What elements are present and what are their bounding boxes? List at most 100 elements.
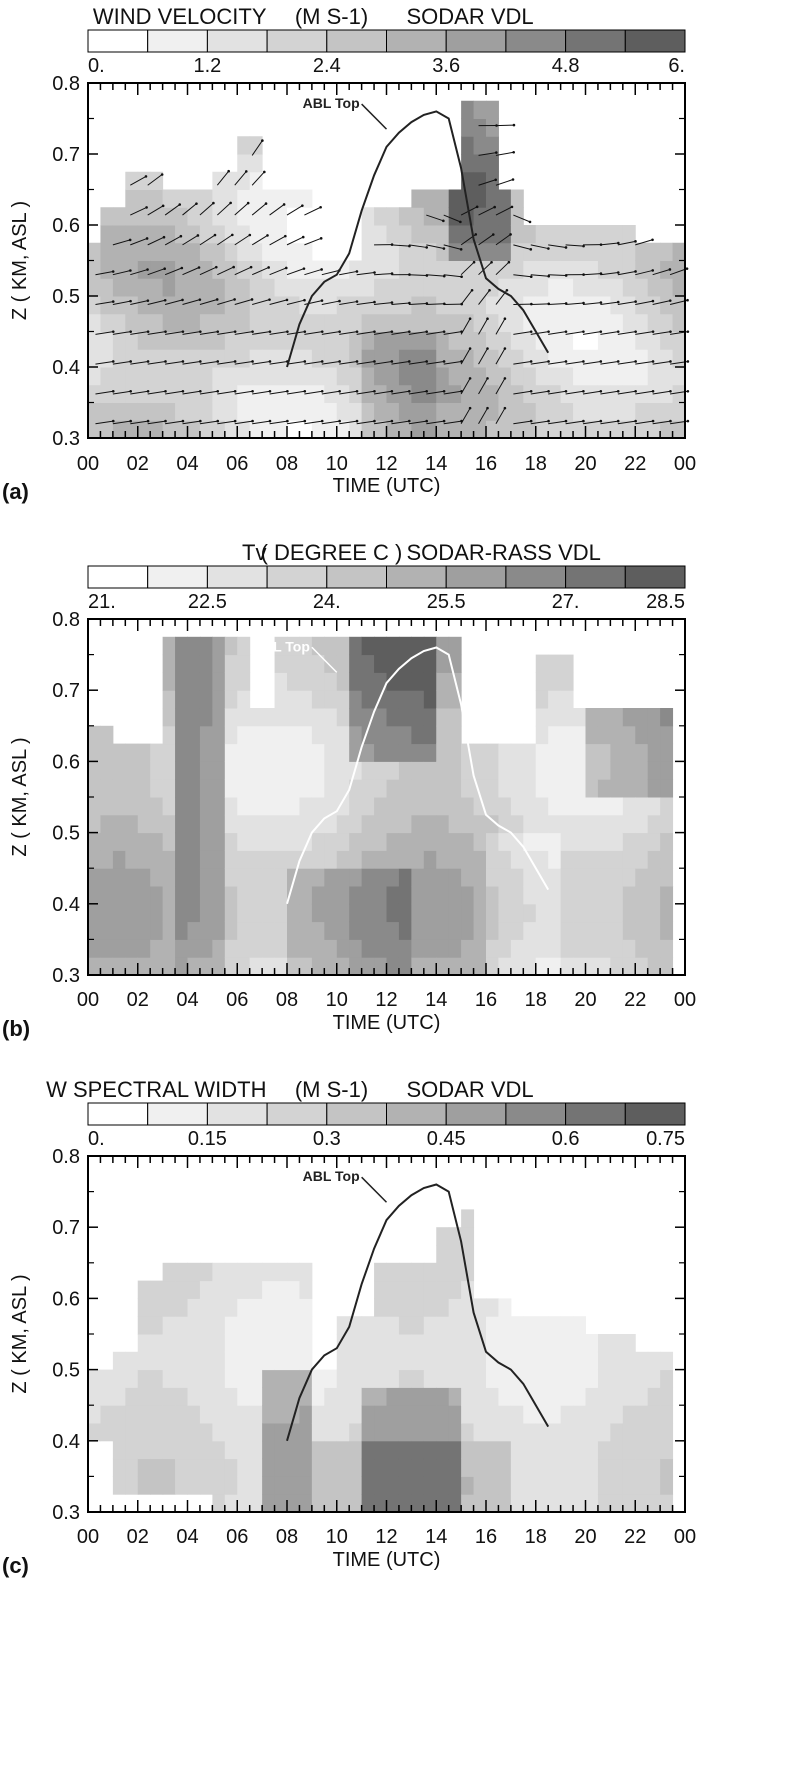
field-cell xyxy=(150,903,164,923)
field-cell xyxy=(374,654,387,673)
wind-vector-head xyxy=(197,266,201,269)
x-tick-label: 16 xyxy=(475,453,497,475)
field-cell xyxy=(510,1334,524,1353)
field-cell xyxy=(187,1405,201,1424)
field-cell xyxy=(361,814,375,834)
colorbar-swatch xyxy=(266,1102,328,1126)
field-cell xyxy=(473,1369,487,1388)
abl-top-label: ABL Top xyxy=(253,638,310,654)
field-cell xyxy=(411,903,425,923)
field-cell xyxy=(660,779,674,798)
field-cell xyxy=(112,313,126,332)
field-cell xyxy=(262,1334,276,1353)
field-cell xyxy=(274,367,288,386)
field-cell xyxy=(187,1298,201,1317)
field-cell xyxy=(573,1440,586,1460)
wind-vector-head xyxy=(442,247,446,250)
wind-vector-head xyxy=(162,235,166,239)
field-cell xyxy=(237,313,251,332)
field-cell xyxy=(150,1387,164,1406)
field-cell xyxy=(622,349,636,368)
field-cell xyxy=(349,1351,363,1371)
field-cell xyxy=(386,1262,400,1282)
field-cell xyxy=(635,850,649,869)
field-cell xyxy=(125,1476,139,1495)
field-cell xyxy=(374,1387,387,1406)
field-cell xyxy=(660,1369,674,1388)
wind-vector-head xyxy=(547,330,550,333)
x-tick-label: 14 xyxy=(425,1526,447,1548)
field-cell xyxy=(386,1387,400,1406)
field-cell xyxy=(398,1369,412,1388)
wind-vector-head xyxy=(355,330,359,333)
field-cell xyxy=(423,313,437,332)
field-cell xyxy=(349,957,363,976)
field-cell xyxy=(361,1334,375,1353)
field-cell xyxy=(386,814,400,834)
wind-vector xyxy=(269,235,286,246)
field-cell xyxy=(386,886,400,905)
wind-vector xyxy=(530,420,549,425)
field-cell xyxy=(187,207,201,226)
field-cell xyxy=(162,761,176,780)
wind-vector xyxy=(565,360,584,365)
wind-vector xyxy=(408,331,427,335)
wind-vector xyxy=(269,267,287,276)
field-cell xyxy=(212,797,226,816)
field-cell xyxy=(336,367,350,386)
field-cell xyxy=(150,313,164,332)
field-cell xyxy=(448,939,462,958)
field-cell xyxy=(199,278,213,297)
field-cell xyxy=(597,1334,611,1353)
field-cell xyxy=(299,1405,313,1424)
field-cell xyxy=(647,278,661,297)
field-cell xyxy=(411,1458,425,1477)
field-cell xyxy=(349,420,363,439)
colorbar-tick-label: 0.6 xyxy=(552,1128,580,1150)
field-cell xyxy=(137,171,151,190)
field-cell xyxy=(299,1262,313,1282)
wind-vector-head xyxy=(459,220,462,224)
field-cell xyxy=(386,278,400,297)
field-cell xyxy=(386,654,400,673)
field-cell xyxy=(274,1423,288,1442)
field-cell xyxy=(199,903,213,923)
wind-vector xyxy=(147,390,166,395)
wind-vector xyxy=(582,360,601,365)
field-cell xyxy=(249,779,263,798)
field-cell xyxy=(336,832,350,851)
field-cell xyxy=(274,384,288,403)
wind-vector xyxy=(565,244,584,247)
field-cell xyxy=(386,1494,400,1513)
wind-vector-head xyxy=(303,298,306,302)
field-cell xyxy=(535,921,549,940)
field-cell xyxy=(510,242,524,261)
field-cell xyxy=(274,761,288,780)
field-cell xyxy=(88,743,101,762)
field-cell xyxy=(150,886,164,905)
field-cell xyxy=(324,797,338,816)
field-cell xyxy=(237,278,251,297)
field-cell xyxy=(361,1369,375,1388)
field-cell xyxy=(610,868,624,887)
field-cell xyxy=(461,1387,475,1406)
wind-vector-head xyxy=(266,234,269,237)
field-cell xyxy=(237,225,251,244)
field-cell xyxy=(660,278,674,297)
field-cell xyxy=(262,1405,276,1424)
field-cell xyxy=(436,1351,450,1371)
wind-vector xyxy=(356,390,375,395)
field-cell xyxy=(486,1494,499,1513)
colorbar-swatch xyxy=(266,565,328,589)
wind-vector-head xyxy=(303,360,307,363)
field-cell xyxy=(324,402,338,421)
field-cell xyxy=(324,939,338,958)
field-cell xyxy=(212,868,226,887)
wind-vector xyxy=(95,331,114,335)
field-cell xyxy=(647,921,661,940)
field-cell xyxy=(510,779,524,798)
field-cell xyxy=(187,367,201,386)
field-cell xyxy=(448,1334,462,1353)
field-cell xyxy=(336,886,350,905)
